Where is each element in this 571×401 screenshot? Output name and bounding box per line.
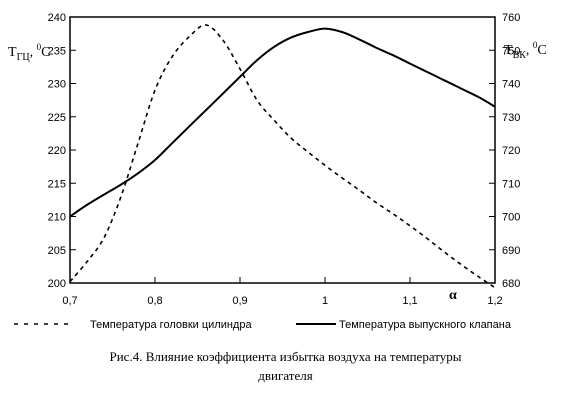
legend-label-exhaust-valve: Температура выпускного клапана (339, 319, 512, 331)
x-tick-label: 1,2 (487, 295, 502, 307)
right-tick-label: 680 (502, 278, 520, 290)
left-axis-ticks: 200 205 210 215 220 225 230 235 240 (48, 12, 76, 290)
right-tick-label: 760 (502, 12, 520, 24)
left-tick-label: 235 (48, 45, 66, 57)
plot-frame (69, 16, 496, 284)
figure-caption-line-2: двигателя (258, 368, 313, 383)
right-axis-ticks: 680 690 700 710 720 730 740 750 760 (489, 12, 520, 290)
left-tick-label: 230 (48, 79, 66, 91)
legend: Температура головки цилиндра Температура… (14, 319, 512, 331)
right-tick-label: 750 (502, 45, 520, 57)
series-line-cylinder-head (69, 24, 496, 289)
left-tick-label: 225 (48, 112, 66, 124)
right-axis-title-sep: , (526, 43, 533, 58)
left-tick-label: 205 (48, 245, 66, 257)
right-tick-label: 700 (502, 212, 520, 224)
x-tick-label: 1,1 (402, 295, 417, 307)
left-axis-title: TГЦ, 0C (8, 42, 50, 63)
left-tick-label: 220 (48, 145, 66, 157)
left-axis-title-sep: , (30, 45, 37, 60)
right-tick-label: 710 (502, 178, 520, 190)
right-tick-label: 730 (502, 112, 520, 124)
right-axis-title-sub: ВК (513, 50, 527, 61)
right-axis-title-sup: 0 (533, 40, 538, 50)
x-axis-ticks: 0,7 0,8 0,9 1 1,1 1,2 (62, 277, 503, 307)
left-tick-label: 210 (48, 212, 66, 224)
left-axis-title-sup: 0 (37, 42, 42, 52)
x-tick-label: 1 (322, 295, 328, 307)
x-tick-label: 0,7 (62, 295, 77, 307)
right-tick-label: 720 (502, 145, 520, 157)
x-tick-label: 0,8 (147, 295, 162, 307)
right-tick-label: 740 (502, 79, 520, 91)
left-tick-label: 215 (48, 178, 66, 190)
left-axis-title-sub: ГЦ (17, 52, 30, 63)
x-axis-title: α (449, 288, 457, 303)
left-tick-label: 240 (48, 12, 66, 24)
legend-label-cylinder-head: Температура головки цилиндра (90, 319, 252, 331)
left-axis-title-unit: C (41, 45, 50, 60)
right-tick-label: 690 (502, 245, 520, 257)
right-axis-title-unit: C (537, 43, 546, 58)
chart: 200 205 210 215 220 225 230 235 240 680 690 700 710… (8, 12, 547, 331)
left-axis-title-main: T (8, 45, 17, 60)
right-axis-title: TВК, 0C (504, 40, 547, 61)
left-tick-label: 200 (48, 278, 66, 290)
right-axis-title-main: T (504, 43, 513, 58)
figure-caption-line-1: Рис.4. Влияние коэффициента избытка возд… (109, 349, 462, 364)
x-tick-label: 0,9 (232, 295, 247, 307)
series-line-exhaust-valve (69, 27, 496, 218)
